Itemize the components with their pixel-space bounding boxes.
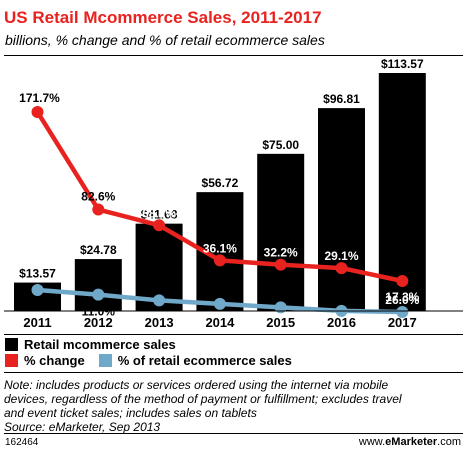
legend-swatch-change <box>5 354 18 367</box>
share-point-2011 <box>31 284 44 296</box>
change-point-2013 <box>153 219 166 232</box>
change-label-2013: 68.2% <box>142 206 176 220</box>
share-label-2015: 22.0% <box>264 317 298 331</box>
bar-value-label-2015: $75.00 <box>262 138 299 152</box>
change-point-2011 <box>31 106 44 118</box>
note-line-3: and event ticket sales; includes sales o… <box>4 406 257 420</box>
footer-rule <box>4 433 463 434</box>
x-tick-label-2015: 2015 <box>266 315 295 330</box>
share-label-2017: 26.0% <box>385 293 419 307</box>
share-point-2013 <box>153 294 166 307</box>
share-label-2011: 7.0% <box>24 300 52 314</box>
legend-swatch-bars <box>5 338 18 351</box>
share-label-2016: 25.0% <box>324 321 358 335</box>
change-label-2017: 17.3% <box>385 290 419 304</box>
share-label-2013: 16.0% <box>142 310 176 324</box>
change-label-2012: 82.6% <box>81 190 115 204</box>
note-line-1: Note: includes products or services orde… <box>4 378 389 392</box>
x-tick-label-2012: 2012 <box>84 315 113 330</box>
brand-link[interactable]: www.eMarketer.com <box>359 436 461 448</box>
bar-value-label-2016: $96.81 <box>323 92 360 106</box>
brand-prefix: www. <box>358 436 386 448</box>
x-tick-label-2011: 2011 <box>23 315 51 330</box>
bar-2016 <box>318 108 365 312</box>
bar-value-label-2011: $13.57 <box>19 267 56 281</box>
bar-2015 <box>257 153 305 311</box>
note-rule <box>4 372 463 373</box>
share-label-2014: 19.0% <box>203 314 237 328</box>
share-point-2014 <box>213 297 226 310</box>
change-point-2015 <box>274 258 287 271</box>
change-label-2014: 36.1% <box>203 241 237 255</box>
share-point-2015 <box>274 301 287 314</box>
bar-2012 <box>74 259 122 311</box>
note-line-2: devices, regardless of the method of pay… <box>4 392 402 406</box>
legend-row-1: Retail mcommerce sales <box>5 337 176 352</box>
axis-rule <box>4 334 463 335</box>
bar-value-label-2013: $41.68 <box>141 208 178 222</box>
legend-label-share: % of retail ecommerce sales <box>117 353 292 368</box>
x-tick-label-2014: 2014 <box>205 315 235 330</box>
note-line-4: Source: eMarketer, Sep 2013 <box>4 420 161 434</box>
legend-label-bars: Retail mcommerce sales <box>24 337 176 352</box>
change-label-2011: 171.7% <box>19 91 60 105</box>
legend-row-2: % change % of retail ecommerce sales <box>5 353 292 368</box>
change-point-2012 <box>92 203 105 216</box>
bar-value-label-2017: $113.57 <box>381 57 424 71</box>
change-point-2016 <box>335 262 348 275</box>
x-tick-label-2016: 2016 <box>327 315 356 330</box>
bar-2017 <box>378 73 426 311</box>
brand-name: eMarketer <box>385 436 438 448</box>
chart-id: 162464 <box>5 437 39 448</box>
change-point-2017 <box>396 275 409 287</box>
chart-title: US Retail Mcommerce Sales, 2011-2017 <box>4 8 322 27</box>
x-tick-label-2013: 2013 <box>145 315 174 330</box>
change-label-2016: 29.1% <box>324 249 358 263</box>
legend-swatch-share <box>98 354 112 367</box>
change-label-2015: 32.2% <box>264 246 298 260</box>
legend-label-change: % change <box>24 353 85 368</box>
share-point-2017 <box>396 306 409 318</box>
x-tick-label-2017: 2017 <box>388 315 417 330</box>
bar-value-label-2012: $24.78 <box>80 243 117 257</box>
share-point-2012 <box>92 288 105 301</box>
chart-subtitle: billions, % change and % of retail ecomm… <box>5 32 325 48</box>
chart-plot: $13.57 $24.78 $41.68 $56.72 $75.00 $96.81 $113… <box>4 57 463 335</box>
bar-value-label-2014: $56.72 <box>202 176 239 190</box>
top-rule <box>4 55 463 56</box>
change-point-2014 <box>213 254 226 267</box>
chart-note: Note: includes products or services orde… <box>4 378 464 434</box>
brand-suffix: .com <box>437 436 461 448</box>
share-label-2012: 11.0% <box>82 305 116 319</box>
